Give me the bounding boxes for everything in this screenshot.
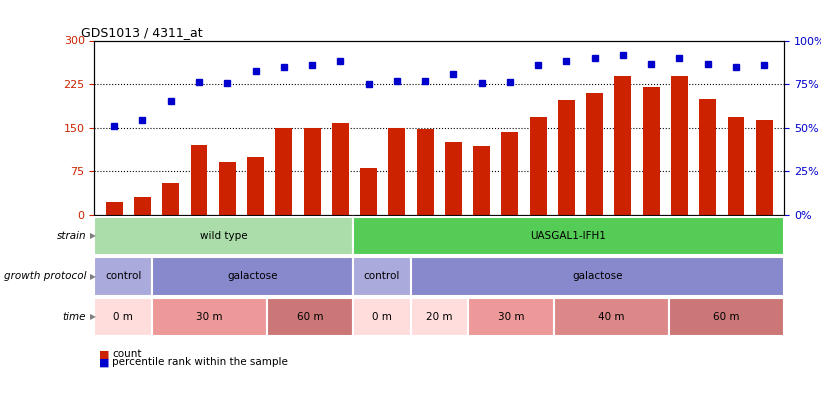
Bar: [614, 77, 631, 215]
Text: 30 m: 30 m: [498, 312, 525, 322]
Text: 60 m: 60 m: [713, 312, 740, 322]
Bar: [643, 87, 660, 215]
Bar: [106, 202, 122, 215]
Text: growth protocol: growth protocol: [4, 271, 86, 281]
Text: 0 m: 0 m: [113, 312, 133, 322]
Text: control: control: [105, 271, 141, 281]
Bar: [558, 100, 575, 215]
Bar: [473, 146, 490, 215]
Bar: [275, 128, 292, 215]
Text: 60 m: 60 m: [296, 312, 323, 322]
Bar: [134, 197, 151, 215]
Text: UASGAL1-IFH1: UASGAL1-IFH1: [530, 231, 607, 241]
Bar: [360, 168, 377, 215]
Bar: [304, 128, 320, 215]
Text: ▶: ▶: [90, 272, 96, 281]
Bar: [332, 123, 349, 215]
Bar: [445, 142, 462, 215]
Bar: [218, 162, 236, 215]
Bar: [756, 120, 773, 215]
Text: GDS1013 / 4311_at: GDS1013 / 4311_at: [80, 26, 202, 39]
Text: ■: ■: [99, 358, 109, 367]
Bar: [190, 145, 208, 215]
Bar: [586, 93, 603, 215]
Text: strain: strain: [57, 231, 86, 241]
Bar: [727, 117, 745, 215]
Text: ▶: ▶: [90, 231, 96, 241]
Text: count: count: [112, 350, 142, 359]
Bar: [388, 128, 406, 215]
Bar: [530, 117, 547, 215]
Text: ■: ■: [99, 350, 109, 359]
Bar: [671, 77, 688, 215]
Text: galactose: galactose: [572, 271, 622, 281]
Text: 40 m: 40 m: [599, 312, 625, 322]
Text: 20 m: 20 m: [426, 312, 452, 322]
Text: galactose: galactose: [227, 271, 277, 281]
Text: 0 m: 0 m: [372, 312, 392, 322]
Bar: [163, 183, 179, 215]
Text: wild type: wild type: [200, 231, 248, 241]
Text: percentile rank within the sample: percentile rank within the sample: [112, 358, 288, 367]
Bar: [502, 132, 518, 215]
Text: control: control: [364, 271, 400, 281]
Text: 30 m: 30 m: [196, 312, 222, 322]
Text: ▶: ▶: [90, 312, 96, 322]
Bar: [416, 129, 433, 215]
Bar: [247, 157, 264, 215]
Bar: [699, 98, 716, 215]
Text: time: time: [62, 312, 86, 322]
